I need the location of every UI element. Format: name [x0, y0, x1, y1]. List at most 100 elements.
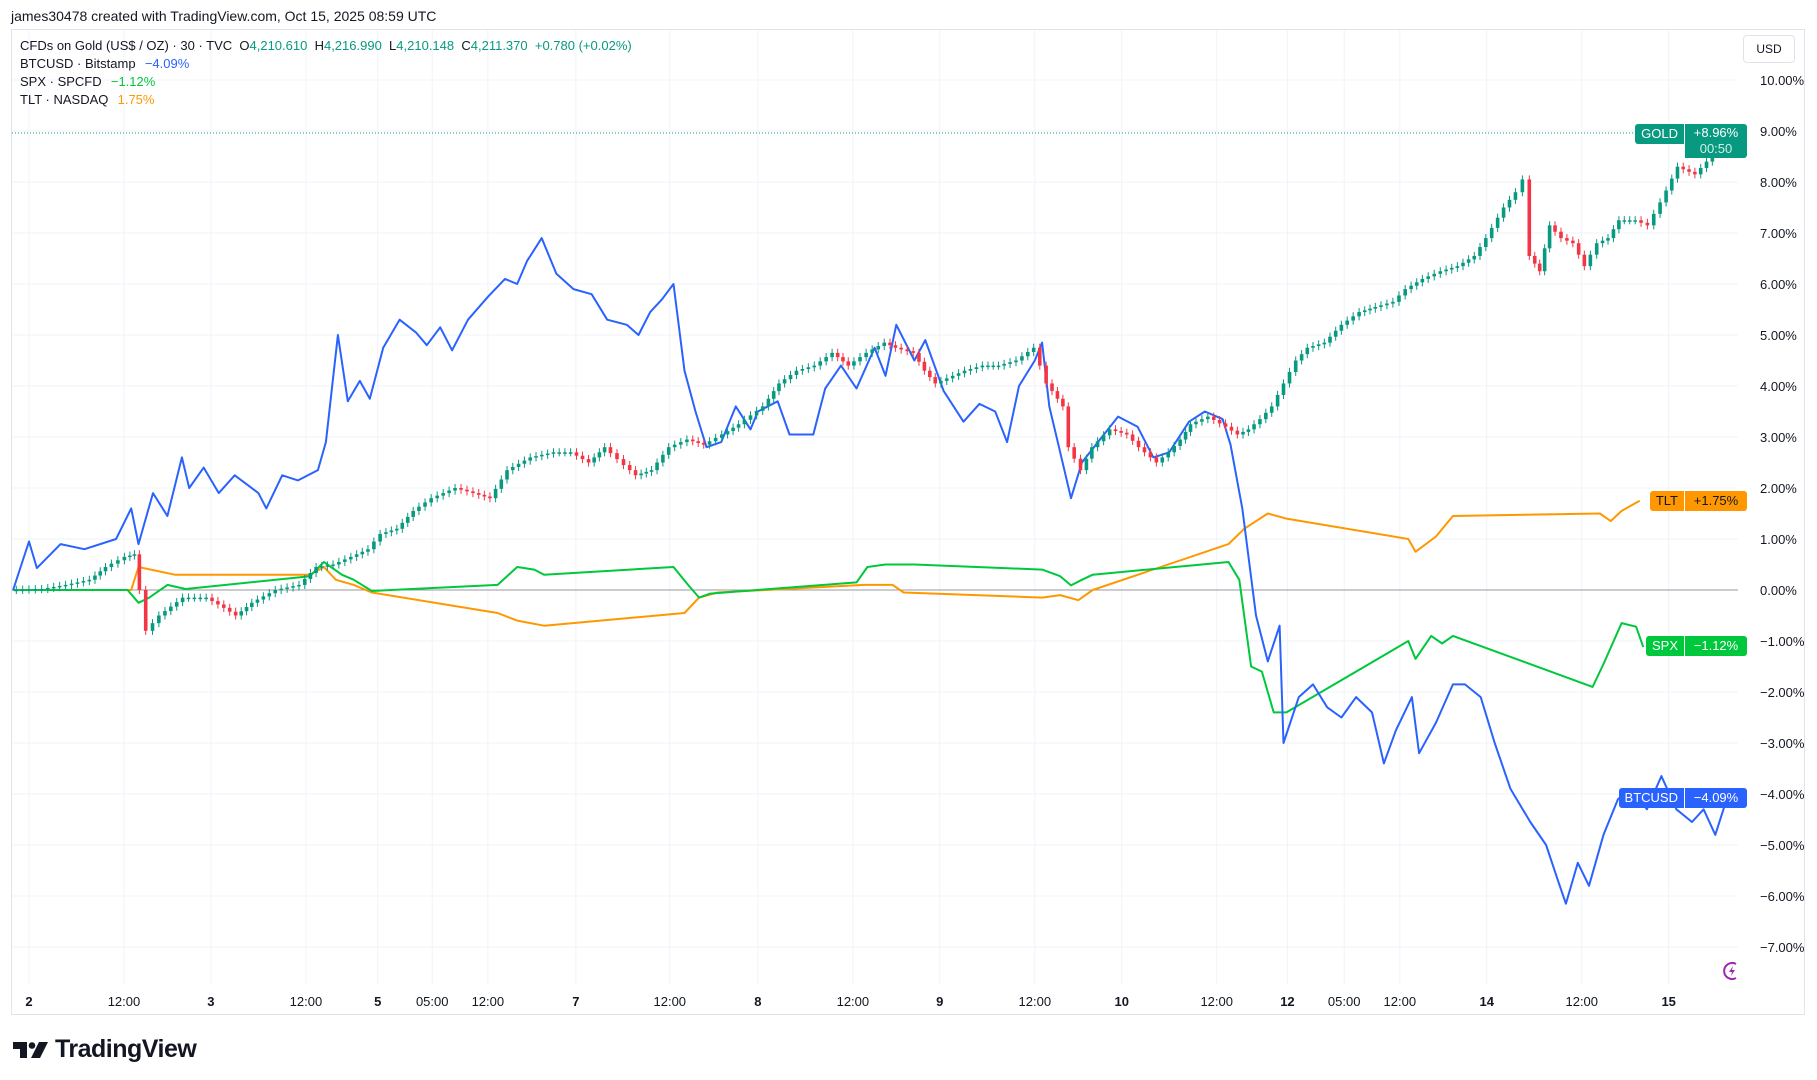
- legend-high-label: H: [315, 38, 324, 53]
- candle-body: [366, 549, 370, 552]
- candle-body: [320, 566, 324, 568]
- candle-body: [783, 379, 787, 383]
- candle-body: [789, 375, 793, 379]
- candle-body: [1444, 270, 1448, 272]
- candle-body: [1189, 424, 1193, 432]
- x-tick-label: 12:00: [472, 994, 505, 1009]
- y-tick-label: 5.00%: [1760, 328, 1797, 343]
- candle-body: [818, 361, 822, 365]
- y-tick-label: −4.00%: [1760, 787, 1805, 802]
- candle-body: [133, 554, 137, 556]
- candle-body: [187, 598, 191, 600]
- candle-body: [1161, 457, 1165, 462]
- candle-body: [1206, 417, 1210, 420]
- candle-body: [1628, 220, 1632, 222]
- candle-body: [1294, 361, 1298, 372]
- candle-body: [1496, 218, 1500, 228]
- candle-body: [899, 348, 903, 350]
- candle-body: [1224, 423, 1228, 426]
- candle-body: [1617, 220, 1621, 229]
- candle-body: [1194, 422, 1198, 425]
- candle-body: [1323, 343, 1327, 345]
- candle-body: [1345, 321, 1349, 325]
- legend-btc[interactable]: BTCUSD · Bitstamp −4.09%: [20, 56, 189, 71]
- candle-body: [297, 585, 301, 587]
- candle-body: [1008, 362, 1012, 364]
- candle-body: [88, 580, 92, 582]
- x-tick-label: 12:00: [1019, 994, 1052, 1009]
- candle-body: [1270, 406, 1274, 412]
- candle-body: [250, 603, 254, 607]
- legend-tlt-name: TLT · NASDAQ: [20, 92, 108, 107]
- candle-body: [1026, 352, 1030, 356]
- candle-body: [1038, 348, 1042, 366]
- candle-body: [483, 495, 487, 497]
- candle-body: [1090, 447, 1094, 458]
- candle-body: [435, 496, 439, 499]
- gold-tag-name: GOLD: [1635, 124, 1684, 144]
- currency-button[interactable]: USD: [1743, 35, 1795, 63]
- lightning-icon[interactable]: [1722, 961, 1742, 981]
- price-chart[interactable]: 10.00%9.00%8.00%7.00%6.00%5.00%4.00%3.00…: [0, 0, 1817, 1080]
- candle-body: [1639, 220, 1643, 223]
- candle-body: [1149, 452, 1153, 457]
- x-tick-label: 12:00: [1200, 994, 1233, 1009]
- candle-body: [1565, 238, 1569, 241]
- series-line-spx: [13, 562, 1643, 712]
- candle-body: [441, 493, 445, 496]
- candle-body: [58, 586, 62, 588]
- legend-open-label: O: [239, 38, 249, 53]
- series-line-tlt: [13, 501, 1640, 626]
- candle-body: [349, 557, 353, 560]
- y-tick-label: −2.00%: [1760, 685, 1805, 700]
- x-tick-label: 12:00: [837, 994, 870, 1009]
- candle-body: [841, 357, 845, 361]
- btc-price-tag: BTCUSD −4.09%: [1619, 788, 1747, 808]
- y-tick-label: 8.00%: [1760, 175, 1797, 190]
- candle-body: [894, 345, 898, 348]
- candle-body: [471, 491, 475, 493]
- candle-body: [138, 554, 142, 590]
- btc-tag-value: −4.09%: [1685, 788, 1747, 808]
- candle-body: [372, 542, 376, 550]
- candle-body: [64, 585, 68, 587]
- candle-body: [1623, 220, 1627, 222]
- candle-body: [70, 584, 74, 586]
- candle-body: [361, 552, 365, 555]
- candle-body: [609, 447, 613, 453]
- legend-gold[interactable]: CFDs on Gold (US$ / OZ) · 30 · TVC O4,21…: [20, 38, 632, 53]
- candle-body: [1108, 429, 1112, 435]
- legend-tlt[interactable]: TLT · NASDAQ 1.75%: [20, 92, 154, 107]
- candle-body: [500, 480, 504, 489]
- candle-body: [1357, 312, 1361, 316]
- candle-body: [1664, 191, 1668, 203]
- candle-body: [1072, 447, 1076, 458]
- candle-body: [540, 455, 544, 457]
- candle-body: [1252, 424, 1256, 429]
- candle-body: [546, 454, 550, 456]
- candle-body: [587, 459, 591, 462]
- candle-body: [1658, 202, 1662, 213]
- candle-body: [181, 598, 185, 602]
- y-tick-label: 6.00%: [1760, 277, 1797, 292]
- x-axis[interactable]: 212:00312:00505:0012:00712:00812:00912:0…: [25, 994, 1676, 1009]
- x-tick-label: 12:00: [1384, 994, 1417, 1009]
- candle-body: [655, 463, 659, 471]
- candle-body: [1595, 243, 1599, 254]
- candle-body: [836, 353, 840, 357]
- grid: [12, 30, 1738, 985]
- candle-body: [239, 611, 243, 615]
- x-tick-label: 3: [207, 994, 214, 1009]
- candle-body: [453, 488, 457, 491]
- y-axis[interactable]: 10.00%9.00%8.00%7.00%6.00%5.00%4.00%3.00…: [1760, 73, 1805, 955]
- candle-body: [997, 366, 1001, 368]
- legend-spx[interactable]: SPX · SPCFD −1.12%: [20, 74, 155, 89]
- candle-body: [1317, 344, 1321, 346]
- candle-body: [1236, 431, 1240, 435]
- tradingview-logo[interactable]: TradingView: [13, 1035, 196, 1064]
- candle-body: [1282, 383, 1286, 394]
- candle-body: [1432, 274, 1436, 277]
- candle-body: [1125, 433, 1129, 435]
- candle-body: [1670, 179, 1674, 191]
- candle-body: [882, 343, 886, 346]
